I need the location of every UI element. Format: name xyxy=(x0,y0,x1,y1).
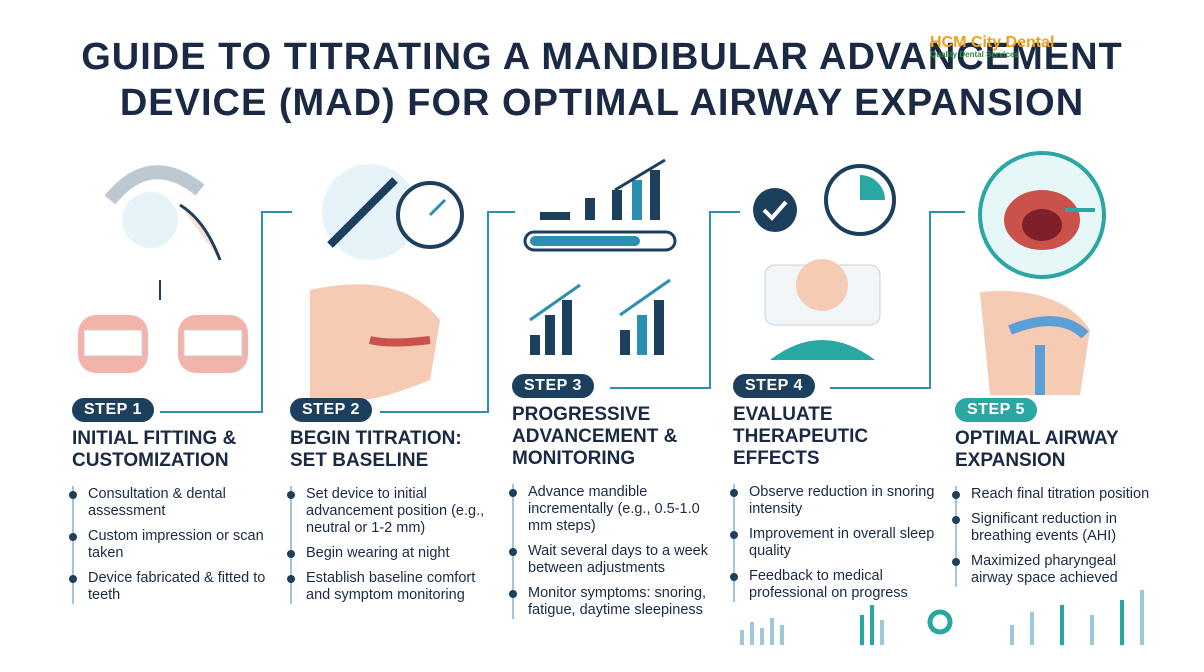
step2-art xyxy=(310,164,464,400)
step-bullets: Consultation & dental assessment Custom i… xyxy=(69,486,277,604)
bullet: Observe reduction in snoring intensity xyxy=(730,484,938,518)
bullet: Maximized pharyngeal airway space achiev… xyxy=(952,553,1160,587)
page-title: GUIDE TO TITRATING A MANDIBULAR ADVANCEM… xyxy=(81,36,1123,124)
logo-tagline: Quality Dental Services xyxy=(930,50,1019,59)
step-bullets: Reach final titration position Significan… xyxy=(952,486,1160,587)
logo-text: HCM City Dental xyxy=(930,34,1055,51)
bullet: Monitor symptoms: snoring, fatigue, dayt… xyxy=(509,585,717,619)
step-title: OPTIMAL AIRWAY EXPANSION xyxy=(955,428,1119,471)
bullet: Feedback to medical professional on prog… xyxy=(730,568,938,602)
step-bullets: Advance mandible incrementally (e.g., 0.… xyxy=(509,484,717,619)
bullet: Significant reduction in breathing event… xyxy=(952,511,1160,545)
bullet: Set device to initial advancement positi… xyxy=(287,486,495,537)
bullet: Device fabricated & fitted to teeth xyxy=(69,570,277,604)
step-badge: STEP 4 xyxy=(733,374,815,398)
step-title: BEGIN TITRATION: SET BASELINE xyxy=(290,428,462,471)
step: STEP 5 OPTIMAL AIRWAY EXPANSION Reach fina… xyxy=(952,398,1160,595)
bullet: Reach final titration position xyxy=(952,486,1160,503)
bullet: Custom impression or scan taken xyxy=(69,528,277,562)
step-badge: STEP 3 xyxy=(512,374,594,398)
step-bullets: Observe reduction in snoring intensity Im… xyxy=(730,484,938,602)
step: STEP 4 EVALUATE THERAPEUTIC EFFECTS Observ… xyxy=(730,374,938,610)
decor-bars xyxy=(740,590,1144,645)
step4-art xyxy=(753,164,896,360)
step: STEP 1 INITIAL FITTING & CUSTOMIZATION Con… xyxy=(69,398,277,612)
step-title: EVALUATE THERAPEUTIC EFFECTS xyxy=(733,404,869,469)
step-badge: STEP 5 xyxy=(955,398,1037,422)
bullet: Wait several days to a week between adju… xyxy=(509,543,717,577)
bullet: Establish baseline comfort and symptom m… xyxy=(287,570,495,604)
step: STEP 2 BEGIN TITRATION: SET BASELINE Set d… xyxy=(287,398,495,612)
bullet: Begin wearing at night xyxy=(287,545,495,562)
step5-art xyxy=(978,151,1106,395)
logo: HCM City Dental Quality Dental Services xyxy=(930,34,1054,59)
step-title: PROGRESSIVE ADVANCEMENT & MONITORING xyxy=(512,404,678,469)
step-bullets: Set device to initial advancement positi… xyxy=(287,486,495,604)
connectors xyxy=(160,211,965,413)
bullet: Improvement in overall sleep quality xyxy=(730,526,938,560)
bullet: Consultation & dental assessment xyxy=(69,486,277,520)
step1-art xyxy=(78,165,248,373)
step: STEP 3 PROGRESSIVE ADVANCEMENT & MONITORI… xyxy=(509,374,717,627)
step-badge: STEP 1 xyxy=(72,398,154,422)
step3-art xyxy=(523,158,677,355)
step-title: INITIAL FITTING & CUSTOMIZATION xyxy=(72,428,237,471)
step-badge: STEP 2 xyxy=(290,398,372,422)
bullet: Advance mandible incrementally (e.g., 0.… xyxy=(509,484,717,535)
